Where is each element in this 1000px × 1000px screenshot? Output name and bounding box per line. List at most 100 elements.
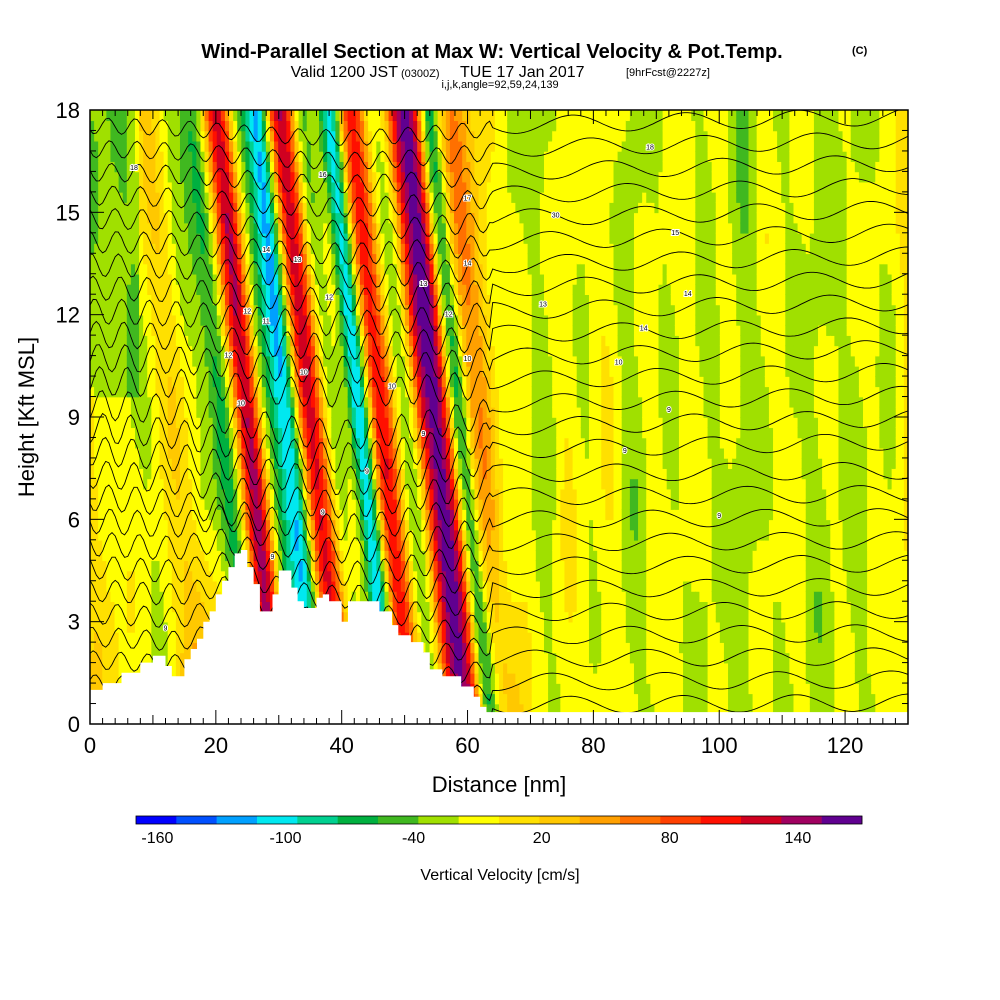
heatmap-cell xyxy=(139,171,144,183)
heatmap-cell xyxy=(392,161,398,173)
heatmap-cell xyxy=(94,273,99,285)
heatmap-cell xyxy=(139,130,144,142)
heatmap-cell xyxy=(98,314,104,326)
heatmap-cell xyxy=(134,150,140,162)
heatmap-cell xyxy=(425,171,431,183)
heatmap-cell xyxy=(404,457,410,469)
heatmap-cell xyxy=(163,120,169,132)
heatmap-cell xyxy=(257,396,263,408)
heatmap-cell xyxy=(175,601,181,613)
heatmap-cell xyxy=(151,335,157,347)
heatmap-cell xyxy=(118,652,124,664)
heatmap-cell xyxy=(335,314,341,326)
heatmap-cell xyxy=(265,590,271,602)
heatmap-cell xyxy=(290,273,296,285)
heatmap-cell xyxy=(94,304,99,316)
heatmap-cell xyxy=(319,447,324,459)
heatmap-cell xyxy=(417,191,423,203)
heatmap-cell xyxy=(274,140,279,152)
heatmap-cell xyxy=(204,509,210,521)
heatmap-cell xyxy=(302,365,308,377)
heatmap-cell xyxy=(417,324,423,336)
heatmap-cell xyxy=(192,560,198,572)
heatmap-cell xyxy=(396,457,402,469)
heatmap-cell xyxy=(134,396,140,408)
heatmap-cell xyxy=(224,273,230,285)
heatmap-cell xyxy=(184,621,189,633)
heatmap-cell xyxy=(339,294,345,306)
heatmap-cell xyxy=(400,181,406,193)
heatmap-cell xyxy=(122,140,128,152)
heatmap-cell xyxy=(159,273,165,285)
heatmap-cell xyxy=(130,631,136,643)
heatmap-cell xyxy=(351,468,357,480)
heatmap-cell xyxy=(179,570,185,582)
heatmap-cell xyxy=(409,140,414,152)
heatmap-cell xyxy=(98,683,104,695)
heatmap-cell xyxy=(368,457,374,469)
heatmap-cell xyxy=(94,253,99,265)
heatmap-cell xyxy=(179,417,185,429)
heatmap-cell xyxy=(118,355,124,367)
heatmap-cell xyxy=(143,406,149,418)
heatmap-cell xyxy=(400,519,406,531)
heatmap-cell xyxy=(269,529,275,541)
heatmap-cell xyxy=(290,498,296,510)
heatmap-cell xyxy=(118,621,124,633)
heatmap-cell xyxy=(130,529,136,541)
heatmap-cell xyxy=(224,120,230,132)
heatmap-cell xyxy=(237,478,243,490)
heatmap-cell xyxy=(134,478,140,490)
heatmap-cell xyxy=(409,365,414,377)
heatmap-cell xyxy=(241,314,247,326)
heatmap-cell xyxy=(155,498,161,510)
heatmap-cell xyxy=(253,529,259,541)
heatmap-cell xyxy=(184,560,189,572)
heatmap-cell xyxy=(286,519,292,531)
heatmap-cell xyxy=(388,570,394,582)
heatmap-cell xyxy=(335,273,341,285)
heatmap-cell xyxy=(339,570,345,582)
heatmap-cell xyxy=(163,631,169,643)
heatmap-cell xyxy=(302,110,308,122)
heatmap-cell xyxy=(139,345,144,357)
heatmap-cell xyxy=(184,437,189,449)
heatmap-cell xyxy=(413,181,418,193)
heatmap-cell xyxy=(257,110,263,122)
heatmap-cell xyxy=(343,457,349,469)
heatmap-cell xyxy=(343,488,349,500)
heatmap-cell xyxy=(306,560,312,572)
heatmap-cell xyxy=(409,161,414,173)
heatmap-cell xyxy=(204,294,210,306)
heatmap-cell xyxy=(130,621,136,633)
heatmap-cell xyxy=(421,232,427,244)
heatmap-cell xyxy=(167,232,173,244)
heatmap-cell xyxy=(245,437,251,449)
heatmap-cell xyxy=(388,386,394,398)
heatmap-cell xyxy=(384,365,390,377)
heatmap-cell xyxy=(126,191,132,203)
heatmap-cell xyxy=(220,406,226,418)
heatmap-cell xyxy=(359,263,365,275)
heatmap-cell xyxy=(339,130,345,142)
heatmap-cell xyxy=(237,130,243,142)
heatmap-cell xyxy=(425,437,431,449)
heatmap-cell xyxy=(335,130,341,142)
heatmap-cell xyxy=(163,611,169,623)
heatmap-cell xyxy=(208,294,214,306)
heatmap-cell xyxy=(143,345,149,357)
heatmap-cell xyxy=(400,478,406,490)
heatmap-cell xyxy=(290,110,296,122)
heatmap-cell xyxy=(278,161,284,173)
heatmap-cell xyxy=(339,140,345,152)
heatmap-cell xyxy=(90,150,95,162)
heatmap-cell xyxy=(130,417,136,429)
heatmap-cell xyxy=(274,263,279,275)
heatmap-cell xyxy=(220,468,226,480)
heatmap-cell xyxy=(220,273,226,285)
heatmap-cell xyxy=(130,406,136,418)
heatmap-cell xyxy=(188,212,194,224)
heatmap-cell xyxy=(139,376,144,388)
heatmap-cell xyxy=(192,110,198,122)
heatmap-cell xyxy=(159,324,165,336)
